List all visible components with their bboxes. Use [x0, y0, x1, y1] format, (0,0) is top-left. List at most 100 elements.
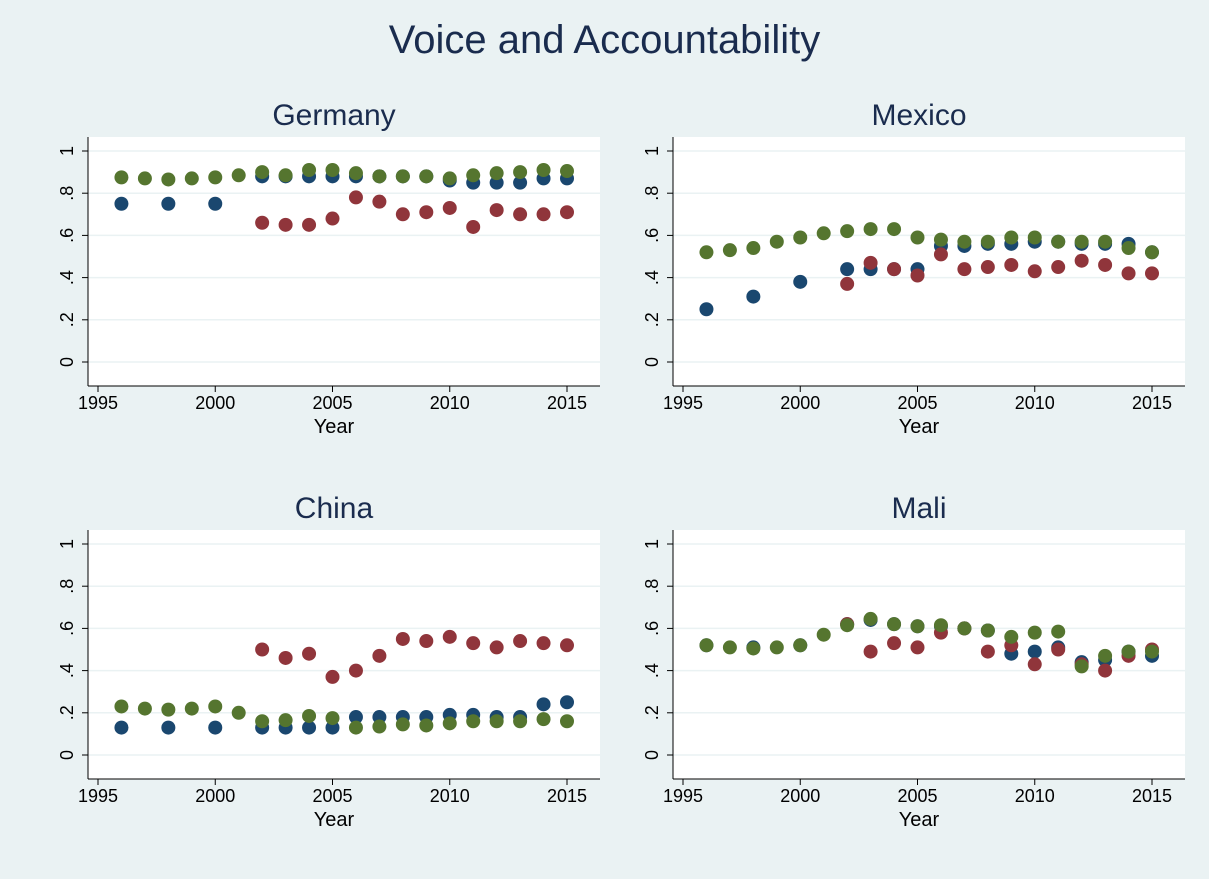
- mexico-series-2-point: [887, 262, 902, 277]
- mexico-series-3-point: [722, 243, 737, 258]
- mali-y-tick-label: 0: [642, 750, 662, 760]
- mali-y-tick-label: .4: [642, 663, 662, 678]
- mexico-y-tick-label: 1: [642, 146, 662, 156]
- mexico-series-3-point: [957, 234, 972, 249]
- china-series-1-point: [302, 720, 317, 735]
- mexico-series-3-point: [1098, 234, 1113, 249]
- mexico-title: Mexico: [871, 99, 966, 132]
- germany-series-2-point: [325, 211, 340, 226]
- china-x-tick-label: 2010: [430, 786, 470, 806]
- germany-series-2-point: [255, 215, 270, 230]
- germany-series-1-point: [161, 196, 176, 211]
- mali-y-tick-label: 1: [642, 539, 662, 549]
- china-series-1-point: [114, 720, 129, 735]
- mexico-x-tick-label: 2005: [897, 393, 937, 413]
- mexico-x-tick-label: 2000: [780, 393, 820, 413]
- mexico-series-3-point: [980, 234, 995, 249]
- mali-series-3-point: [722, 640, 737, 655]
- china-series-3-point: [302, 708, 317, 723]
- germany-x-tick-label: 2015: [547, 393, 587, 413]
- mali-series-3-point: [746, 641, 761, 656]
- mexico-series-3-point: [699, 245, 714, 260]
- mali-series-3-point: [887, 617, 902, 632]
- mali-series-3-point: [1098, 648, 1113, 663]
- china-series-3-point: [513, 714, 528, 729]
- china-series-3-point: [208, 699, 223, 714]
- mexico-y-tick-label: 0: [642, 357, 662, 367]
- china-series-3-point: [395, 717, 410, 732]
- germany-series-2-point: [560, 205, 574, 220]
- mali-series-3-point: [1121, 644, 1136, 659]
- mexico-series-2-point: [1074, 253, 1089, 268]
- mexico-y-tick-label: .2: [642, 312, 662, 327]
- chart-panel-mexico: Mexico 0 .2 .4 .6 .8 1 1995 2000 2005 2010 2015 Year: [642, 99, 1185, 438]
- china-series-1-point: [161, 720, 176, 735]
- china-series-2-point: [395, 631, 410, 646]
- china-series-3-point: [114, 699, 129, 714]
- mexico-series-1-point: [746, 289, 761, 304]
- germany-series-3-point: [208, 170, 223, 185]
- china-series-1-point: [208, 720, 223, 735]
- mali-series-3-point: [863, 611, 878, 626]
- germany-series-1-point: [114, 196, 129, 211]
- mali-series-2-point: [980, 644, 995, 659]
- china-series-2-point: [442, 629, 457, 644]
- germany-x-tick-label: 2010: [430, 393, 470, 413]
- germany-series-2-point: [536, 207, 551, 222]
- mali-series-3-point: [1004, 629, 1019, 644]
- china-series-3-point: [184, 701, 199, 716]
- mexico-x-tick-label: 2015: [1132, 393, 1172, 413]
- mexico-x-tick-label: 2010: [1015, 393, 1055, 413]
- china-series-2-point: [536, 636, 551, 651]
- germany-x-axis-title: Year: [314, 416, 355, 438]
- china-series-3-point: [419, 718, 434, 733]
- germany-series-3-point: [161, 172, 176, 187]
- mali-series-3-point: [840, 618, 855, 633]
- germany-y-tick-label: .2: [57, 312, 77, 327]
- china-series-3-point: [278, 713, 293, 728]
- china-y-tick-label: .6: [57, 621, 77, 636]
- mexico-series-3-point: [1004, 230, 1019, 245]
- china-series-2-point: [560, 638, 574, 653]
- mexico-series-3-point: [746, 241, 761, 256]
- china-series-1-point: [348, 710, 363, 725]
- chart-panel-china: China 0 .2 .4 .6 .8 1 1995 2000 2005 2010 2015 Year: [57, 492, 600, 831]
- mali-series-2-point: [1098, 663, 1113, 678]
- mali-x-tick-label: 2000: [780, 786, 820, 806]
- china-x-tick-label: 1995: [78, 786, 118, 806]
- mexico-series-3-point: [793, 230, 808, 245]
- mali-series-3-point: [1145, 644, 1159, 659]
- mali-series-3-point: [933, 618, 948, 633]
- germany-y-tick-label: .4: [57, 270, 77, 285]
- china-title: China: [295, 492, 374, 525]
- germany-x-tick-label: 2000: [195, 393, 235, 413]
- mali-x-tick-label: 1995: [663, 786, 703, 806]
- mexico-series-3-point: [1051, 234, 1066, 249]
- mexico-series-1-point: [840, 262, 855, 277]
- germany-series-3-point: [137, 171, 152, 186]
- china-series-2-point: [489, 640, 504, 655]
- china-y-tick-label: .4: [57, 663, 77, 678]
- china-series-3-point: [231, 705, 246, 720]
- china-series-2-point: [466, 636, 481, 651]
- china-series-2-point: [348, 663, 363, 678]
- mali-title: Mali: [891, 492, 946, 525]
- figure-title: Voice and Accountability: [388, 18, 821, 62]
- mexico-series-2-point: [1027, 264, 1042, 279]
- china-x-axis-title: Year: [314, 809, 355, 831]
- chart-panel-germany: Germany 0 .2 .4 .6 .8 1 1995 2000 2005 2010 2015 Yea…: [57, 99, 600, 438]
- mexico-series-3-point: [933, 232, 948, 247]
- chart-panel-mali: Mali 0 .2 .4 .6 .8 1 1995 2000 2005 2010 2015 Year: [642, 492, 1185, 831]
- china-plot-area: [88, 530, 600, 779]
- mali-x-tick-label: 2005: [897, 786, 937, 806]
- mali-series-3-point: [699, 638, 714, 653]
- mexico-series-3-point: [910, 230, 925, 245]
- germany-series-2-point: [513, 207, 528, 222]
- mexico-series-2-point: [1121, 266, 1136, 281]
- mexico-series-2-point: [863, 255, 878, 270]
- china-series-3-point: [325, 711, 340, 726]
- mexico-series-2-point: [1098, 257, 1113, 272]
- china-series-2-point: [278, 650, 293, 665]
- germany-y-tick-label: 1: [57, 146, 77, 156]
- germany-series-3-point: [536, 162, 551, 177]
